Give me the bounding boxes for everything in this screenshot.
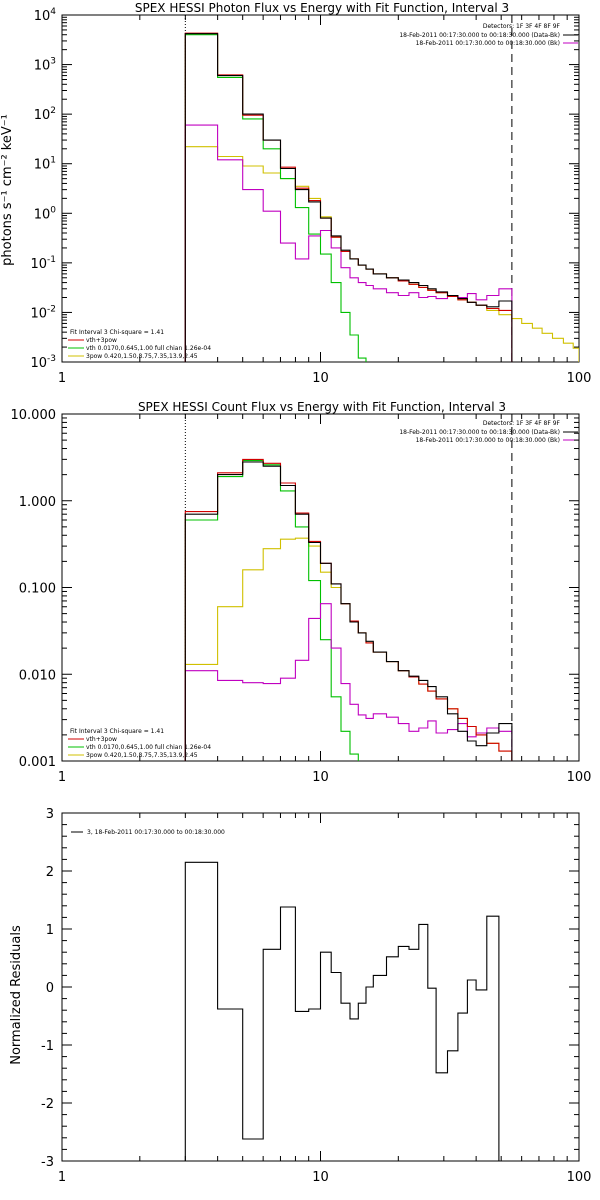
- series-line-3pow-0-420-1-50-8-75-7-35-13-9-2-45: [184, 537, 513, 761]
- x-tick-label: 10: [312, 371, 329, 386]
- y-tick-label: 0.001: [19, 755, 56, 770]
- x-tick-label: 100: [567, 371, 592, 386]
- y-axis-label: Normalized Residuals: [9, 925, 24, 1065]
- series-line-18-feb-2011-00-17-30-000-to-00-18-30-000: [184, 603, 513, 761]
- y-tick-label: 3: [46, 807, 54, 822]
- series-line-vth-3pow: [184, 458, 513, 761]
- legend-bk: 18-Feb-2011 00:17:30.000 to 00:18:30.000…: [416, 40, 560, 47]
- legend-3pow: 3pow 0.420,1.50,8.75,7.35,13.9,2.45: [86, 752, 198, 759]
- series-line-18-feb-2011-00-17-30-000-to-00-18-30-000: [184, 461, 513, 761]
- residuals-chart: Normalized Residuals 3, 18-Feb-2011 00:1…: [9, 807, 592, 1185]
- legend-bk: 18-Feb-2011 00:17:30.000 to 00:18:30.000…: [416, 437, 560, 444]
- legend-total: vth+3pow: [86, 736, 117, 743]
- x-tick-label: 1: [58, 1170, 66, 1185]
- y-tick-label: 103: [34, 57, 56, 74]
- legend-bottom: Fit Interval 3 Chi-square = 1.41 vth+3po…: [68, 728, 211, 759]
- x-tick-label: 10: [312, 1170, 329, 1185]
- y-axis-label: photons s⁻¹ cm⁻² keV⁻¹: [0, 114, 15, 266]
- legend-top: Detectors: 1F 3F 4F 8F 9F 18-Feb-2011 00…: [399, 420, 578, 444]
- y-tick-label: 1.000: [19, 495, 56, 510]
- y-tick-label: -1: [41, 1039, 54, 1054]
- series-line-18-feb-2011-00-17-30-000-to-00-18-30-000: [184, 124, 513, 362]
- x-tick-label: 100: [567, 1170, 592, 1185]
- y-tick-label: 104: [34, 7, 57, 24]
- y-tick-label: 2: [46, 865, 54, 880]
- y-tick-label: -2: [41, 1097, 54, 1112]
- series-line-3-18-feb-2011-00-17-30-000-to-00-18-30-0: [184, 861, 500, 1161]
- y-tick-label: 0.010: [19, 668, 56, 683]
- x-tick-label: 10: [312, 770, 329, 785]
- y-tick-label: 101: [34, 156, 56, 173]
- x-tick-label: 1: [58, 371, 66, 386]
- legend-residuals: 3, 18-Feb-2011 00:17:30.000 to 00:18:30.…: [87, 829, 225, 836]
- series-line-vth-3pow: [184, 32, 513, 362]
- legend-vth: vth 0.0170,0.645,1.00 full chian 1.26e-0…: [86, 744, 211, 751]
- legend-3pow: 3pow 0.420,1.50,8.75,7.35,13.9,2.45: [86, 353, 198, 360]
- y-tick-label: 102: [34, 106, 56, 123]
- legend-detectors: Detectors: 1F 3F 4F 8F 9F: [483, 420, 561, 427]
- y-tick-label: 100: [34, 205, 57, 222]
- legend-data-bk: 18-Feb-2011 00:17:30.000 to 00:18:30.000…: [399, 32, 560, 39]
- legend-bottom: Fit Interval 3 Chi-square = 1.41 vth+3po…: [68, 329, 211, 360]
- y-tick-label: 0: [46, 981, 54, 996]
- count-flux-chart: SPEX HESSI Count Flux vs Energy with Fit…: [11, 400, 592, 785]
- legend-data-bk: 18-Feb-2011 00:17:30.000 to 00:18:30.000…: [399, 429, 560, 436]
- y-tick-label: 10-3: [30, 354, 56, 371]
- x-tick-label: 100: [567, 770, 592, 785]
- series-group: [184, 32, 579, 362]
- series-group: [184, 861, 500, 1161]
- series-line-vth-0-0170-0-645-1-00-full-chian-1-26e-0: [184, 34, 367, 362]
- series-group: [184, 458, 513, 761]
- legend-total: vth+3pow: [86, 337, 117, 344]
- y-tick-label: 1: [46, 923, 54, 938]
- legend-vth: vth 0.0170,0.645,1.00 full chian 1.26e-0…: [86, 345, 211, 352]
- y-tick-label: 0.100: [19, 582, 56, 597]
- y-tick-label: 10-2: [30, 304, 56, 321]
- y-tick-label: -3: [41, 1155, 54, 1170]
- legend-top: Detectors: 1F 3F 4F 8F 9F 18-Feb-2011 00…: [399, 23, 578, 47]
- series-line-18-feb-2011-00-17-30-000-to-00-18-30-000: [184, 33, 513, 362]
- legend-fit-interval: Fit Interval 3 Chi-square = 1.41: [70, 728, 164, 735]
- legend-fit-interval: Fit Interval 3 Chi-square = 1.41: [70, 329, 164, 336]
- y-tick-label: 10.000: [11, 408, 57, 423]
- chart-title: SPEX HESSI Count Flux vs Energy with Fit…: [138, 400, 506, 414]
- y-tick-label: 10-1: [30, 255, 56, 272]
- photon-flux-chart: SPEX HESSI Photon Flux vs Energy with Fi…: [0, 1, 592, 386]
- x-tick-label: 1: [58, 770, 66, 785]
- chart-title: SPEX HESSI Photon Flux vs Energy with Fi…: [135, 1, 509, 15]
- legend-detectors: Detectors: 1F 3F 4F 8F 9F: [483, 23, 561, 30]
